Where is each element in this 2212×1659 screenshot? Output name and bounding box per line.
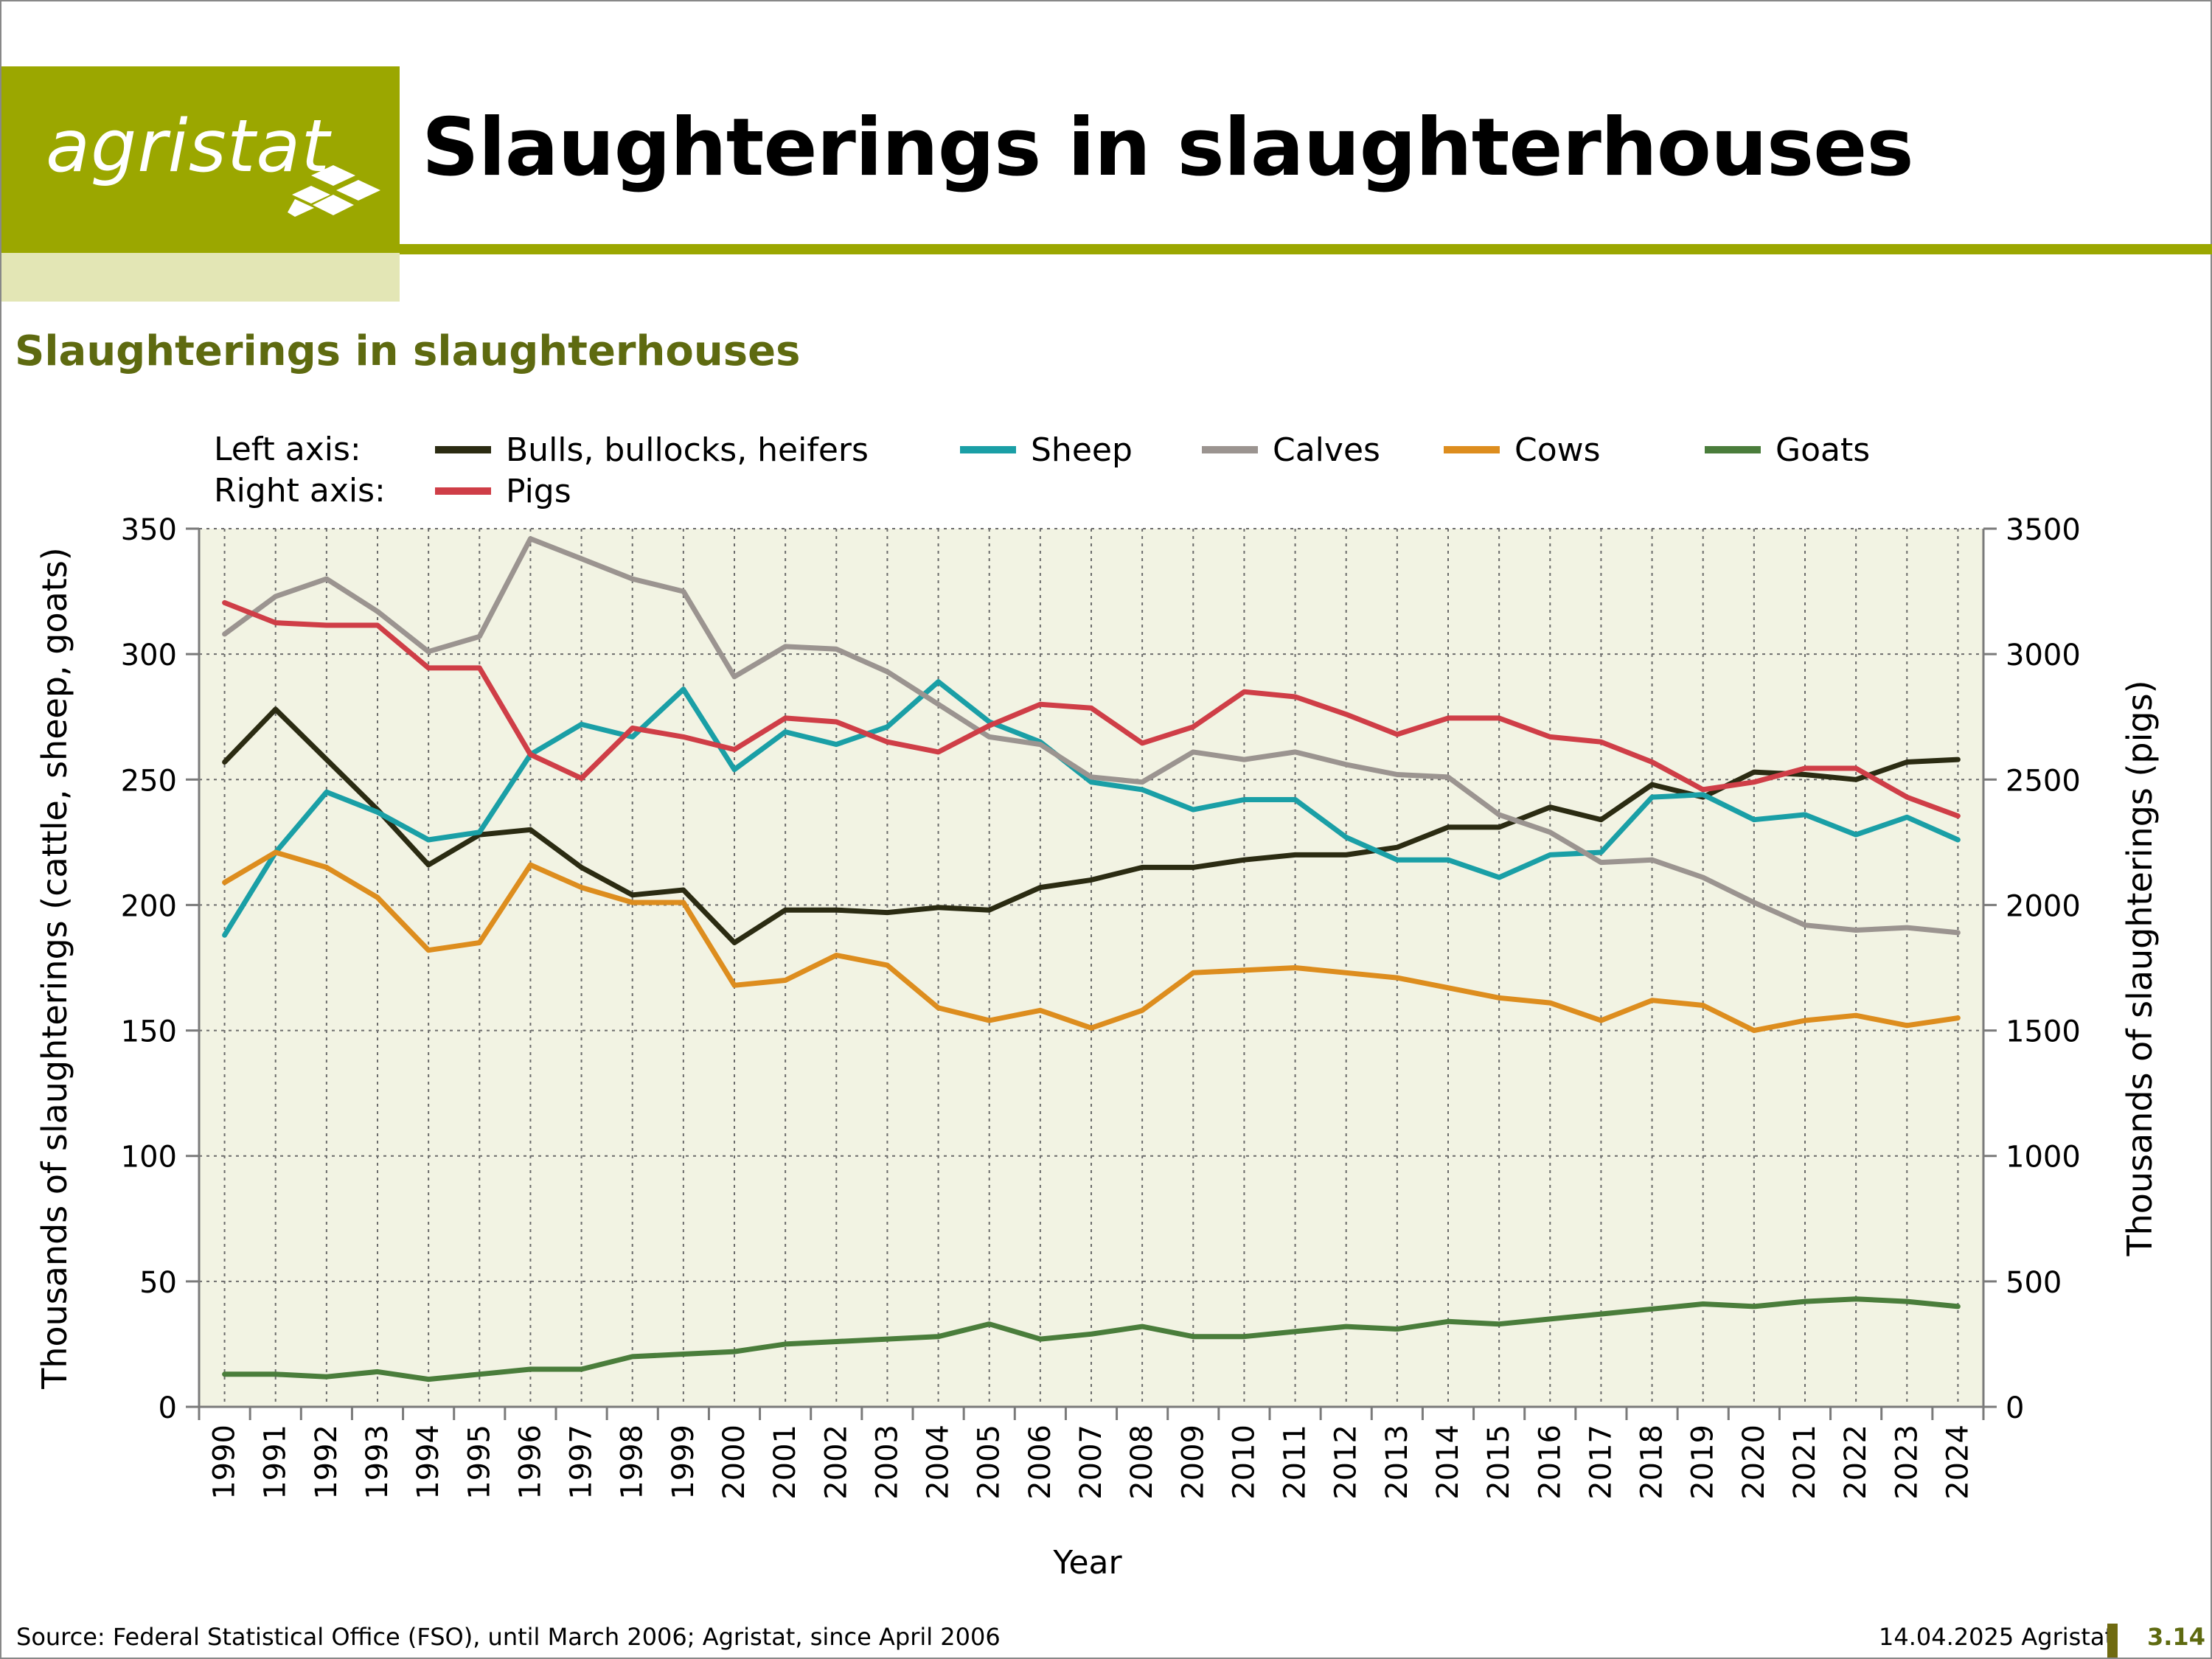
series-line-calves	[222, 536, 1961, 936]
x-tick-label: 2018	[1635, 1425, 1669, 1500]
x-tick-label: 2024	[1941, 1425, 1975, 1500]
x-tick-label: 2000	[717, 1425, 751, 1500]
y-tick-label-left: 100	[121, 1141, 177, 1175]
x-axis-title: Year	[1052, 1544, 1122, 1582]
x-tick-label: 1992	[310, 1425, 344, 1500]
x-tick-label: 2004	[922, 1425, 956, 1500]
x-tick-label: 2007	[1074, 1425, 1108, 1500]
x-tick-label: 2012	[1329, 1425, 1363, 1500]
y-tick-label-left: 150	[121, 1015, 177, 1049]
y-tick-label-right: 2000	[2006, 889, 2081, 923]
x-tick-label: 2002	[819, 1425, 853, 1500]
source-note: Source: Federal Statistical Office (FSO)…	[16, 1623, 1001, 1651]
series-line-cows	[222, 849, 1961, 1034]
x-tick-label: 2006	[1023, 1425, 1057, 1500]
legend-entry-pigs: Pigs	[506, 473, 571, 510]
legend-entry-cows: Cows	[1514, 431, 1601, 469]
x-tick-label: 1991	[259, 1425, 293, 1500]
series-line-goats	[222, 1296, 1961, 1382]
footer-date: 14.04.2025 Agristat	[1879, 1623, 2115, 1651]
x-tick-label: 2016	[1533, 1425, 1567, 1500]
y-tick-label-left: 350	[121, 513, 177, 547]
series-line-sheep	[222, 679, 1961, 938]
y-tick-label-left: 300	[121, 639, 177, 672]
footer-divider	[2107, 1624, 2118, 1658]
x-tick-label: 1990	[208, 1425, 242, 1500]
y-tick-label-left: 0	[159, 1391, 177, 1425]
x-tick-label: 1993	[361, 1425, 394, 1500]
page-number: 3.14	[2147, 1623, 2205, 1651]
x-tick-label: 2019	[1686, 1425, 1720, 1500]
y-tick-label-right: 1000	[2006, 1141, 2081, 1175]
agristat-logo: agristat	[1, 66, 400, 253]
legend-label-left-axis: Left axis:	[214, 431, 361, 468]
legend-entry-calves: Calves	[1273, 431, 1380, 469]
y-tick-label-right: 3000	[2006, 639, 2081, 672]
x-tick-label: 1996	[513, 1425, 547, 1500]
series-line-bulls-bullocks-heifers	[222, 706, 1961, 945]
x-tick-label: 2011	[1279, 1425, 1312, 1500]
x-tick-label: 2003	[870, 1425, 904, 1500]
logo-underlay	[1, 253, 400, 302]
x-tick-label: 2005	[973, 1425, 1006, 1500]
x-tick-label: 2014	[1431, 1425, 1465, 1500]
y-tick-label-left: 250	[121, 764, 177, 798]
y-axis-title-left: Thousands of slaughterings (cattle, shee…	[35, 547, 74, 1390]
y-tick-label-left: 200	[121, 889, 177, 923]
x-tick-label: 2008	[1125, 1425, 1159, 1500]
x-tick-label: 2001	[768, 1425, 802, 1500]
x-tick-label: 2009	[1176, 1425, 1210, 1500]
x-tick-label: 2021	[1788, 1425, 1822, 1500]
y-tick-label-right: 3500	[2006, 513, 2081, 547]
y-tick-label-right: 500	[2006, 1266, 2062, 1300]
y-axis-title-right: Thousands of slaughterings (pigs)	[2120, 680, 2160, 1256]
legend-label-right-axis: Right axis:	[214, 472, 386, 509]
x-tick-label: 2010	[1227, 1425, 1261, 1500]
header-rule	[400, 244, 2212, 254]
series-line-pigs	[222, 599, 1961, 819]
logo-mark-icon	[288, 165, 380, 217]
legend-entry-goats: Goats	[1775, 431, 1870, 469]
x-tick-label: 2022	[1839, 1425, 1873, 1500]
page-title: Slaughterings in slaughterhouses	[422, 102, 1914, 194]
x-tick-label: 2017	[1584, 1425, 1618, 1500]
x-tick-label: 1997	[565, 1425, 599, 1500]
y-tick-label-right: 2500	[2006, 764, 2081, 798]
x-tick-label: 2020	[1737, 1425, 1771, 1500]
x-tick-label: 1998	[616, 1425, 650, 1500]
x-tick-label: 2015	[1482, 1425, 1516, 1500]
chart-title: Slaughterings in slaughterhouses	[15, 327, 801, 375]
legend-entry-sheep: Sheep	[1031, 431, 1133, 469]
legend-entry-bulls-bullocks-heifers: Bulls, bullocks, heifers	[506, 431, 869, 469]
x-tick-label: 1995	[462, 1425, 496, 1500]
y-tick-label-right: 0	[2006, 1391, 2024, 1425]
x-tick-label: 2013	[1380, 1425, 1414, 1500]
x-tick-label: 1994	[411, 1425, 445, 1500]
y-tick-label-left: 50	[139, 1266, 177, 1300]
x-tick-label: 2023	[1890, 1425, 1924, 1500]
x-tick-label: 1999	[667, 1425, 700, 1500]
logo-text: agristat	[46, 105, 330, 189]
y-tick-label-right: 1500	[2006, 1015, 2081, 1049]
